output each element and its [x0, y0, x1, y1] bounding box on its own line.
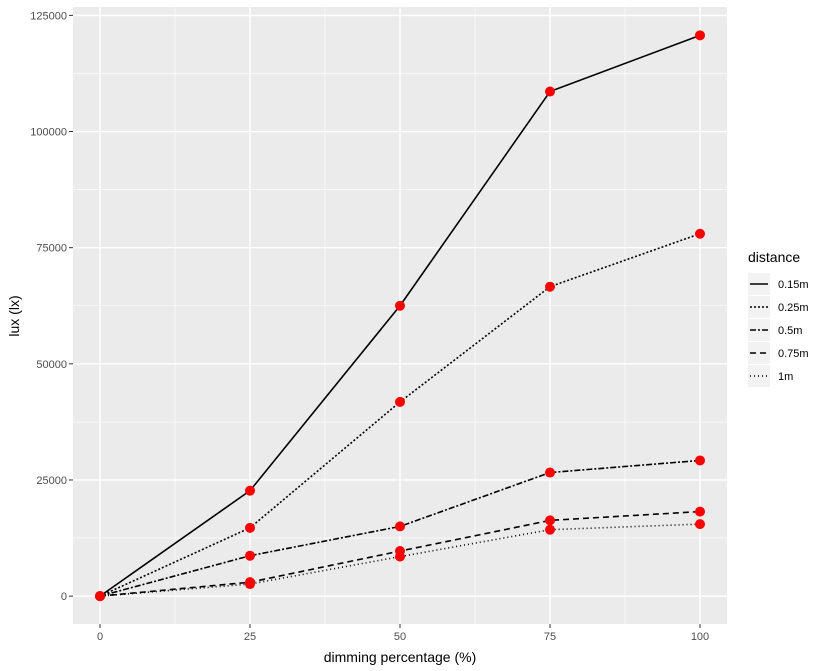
legend: distance 0.15m 0.25m 0.5m 0.75m 1m — [748, 249, 809, 387]
data-point — [695, 519, 705, 530]
y-tick-label: 25000 — [36, 475, 67, 487]
data-point — [695, 506, 705, 517]
legend-title: distance — [748, 249, 800, 265]
y-tick-label: 100000 — [30, 127, 67, 139]
data-point — [695, 455, 705, 466]
y-tick-label: 50000 — [36, 359, 67, 371]
data-point — [545, 515, 555, 526]
data-point — [695, 30, 705, 41]
legend-keys: 0.15m 0.25m 0.5m 0.75m 1m — [748, 273, 809, 387]
x-tick-label: 100 — [691, 631, 709, 643]
y-axis-title: lux (lx) — [6, 295, 22, 336]
legend-label: 0.5m — [778, 325, 802, 337]
data-point — [245, 550, 255, 561]
data-point — [245, 485, 255, 496]
data-point — [395, 300, 405, 311]
gridlines — [73, 7, 727, 624]
data-point — [395, 551, 405, 562]
x-tick-label: 50 — [394, 631, 406, 643]
x-tick-label: 75 — [544, 631, 556, 643]
data-point — [245, 522, 255, 533]
data-point — [545, 524, 555, 535]
data-point — [245, 579, 255, 590]
series-line-1m — [99, 523, 701, 597]
data-point — [545, 281, 555, 292]
legend-label: 1m — [778, 371, 793, 383]
y-tick-label: 0 — [61, 591, 67, 603]
y-tick-label: 125000 — [30, 10, 67, 22]
legend-label: 0.25m — [778, 302, 809, 314]
data-point — [395, 521, 405, 532]
data-points — [95, 30, 705, 602]
x-tick-label: 25 — [244, 631, 256, 643]
y-tick-label: 75000 — [36, 243, 67, 255]
legend-label: 0.75m — [778, 348, 809, 360]
x-axis-title: dimming percentage (%) — [324, 649, 477, 665]
data-point — [545, 467, 555, 478]
legend-key-background — [748, 342, 770, 364]
x-axis: 0 25 50 75 100 — [97, 624, 709, 643]
data-point — [395, 396, 405, 407]
y-axis: 0 25000 50000 75000 100000 125000 — [30, 10, 73, 603]
data-point — [545, 86, 555, 97]
x-tick-label: 0 — [97, 631, 103, 643]
data-point — [95, 591, 105, 602]
data-point — [695, 228, 705, 239]
legend-label: 0.15m — [778, 279, 809, 291]
